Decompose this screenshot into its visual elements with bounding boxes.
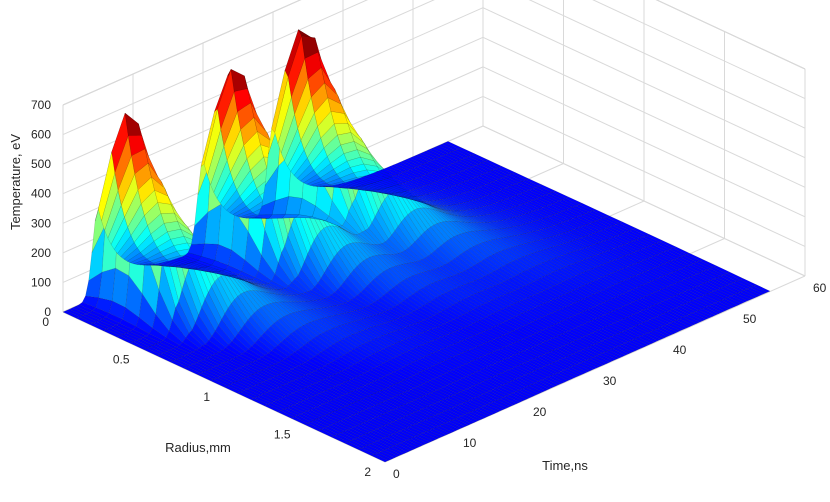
z-tick-label: 200 xyxy=(31,246,51,260)
z-tick-label: 600 xyxy=(31,128,51,142)
z-tick-label: 500 xyxy=(31,157,51,171)
x-tick-label: 1.5 xyxy=(274,428,291,442)
y-tick-label: 60 xyxy=(813,281,827,295)
y-tick-label: 50 xyxy=(743,312,757,326)
x-tick-label: 0 xyxy=(42,315,49,329)
z-tick-label: 400 xyxy=(31,187,51,201)
y-tick-label: 40 xyxy=(673,343,687,357)
y-tick-label: 20 xyxy=(533,405,547,419)
z-tick-label: 100 xyxy=(31,275,51,289)
x-tick-label: 1 xyxy=(203,390,210,404)
grid-line-z xyxy=(655,0,806,70)
y-tick-label: 0 xyxy=(393,467,400,481)
x-axis-label: Radius,mm xyxy=(165,440,231,455)
y-tick-label: 30 xyxy=(603,374,617,388)
z-tick-label: 300 xyxy=(31,216,51,230)
x-tick-label: 2 xyxy=(364,465,371,479)
surface-patch xyxy=(753,284,771,293)
z-axis-label: Temperature, eV xyxy=(8,134,23,230)
y-tick-label: 10 xyxy=(463,436,477,450)
z-tick-label: 700 xyxy=(31,98,51,112)
x-tick-label: 0.5 xyxy=(113,353,130,367)
temperature-surface xyxy=(62,29,771,463)
z-tick-label: 0 xyxy=(44,305,51,319)
y-axis-label: Time,ns xyxy=(542,458,588,473)
